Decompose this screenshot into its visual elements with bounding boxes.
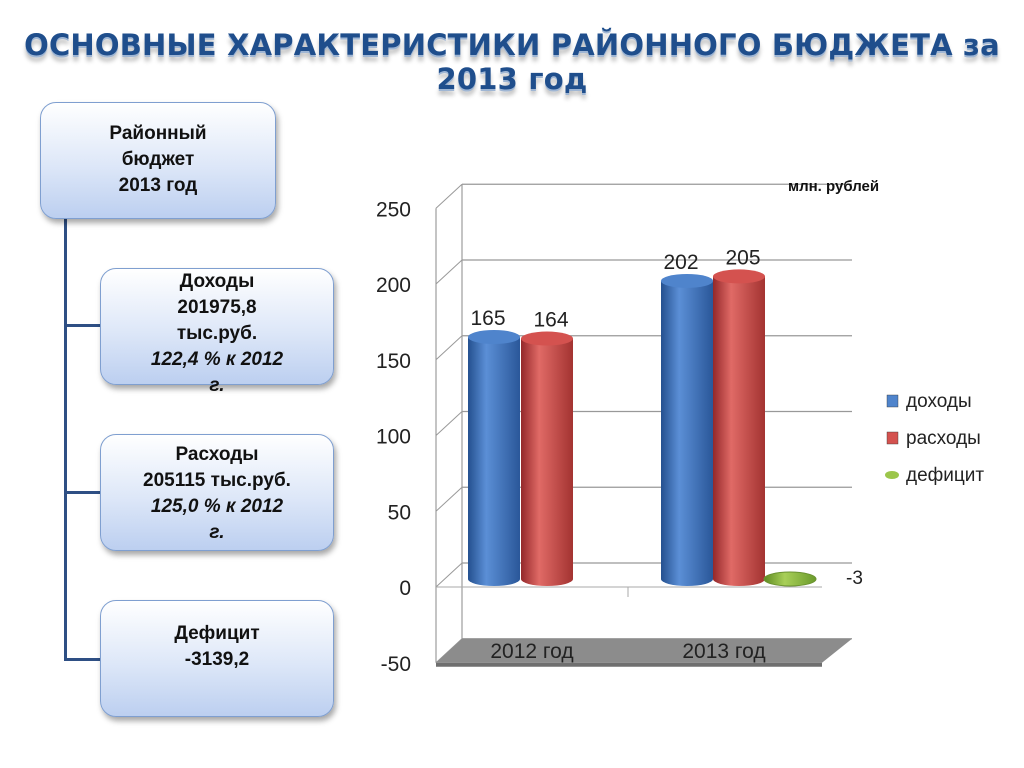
expense-box: Расходы 205115 тыс.руб. 125,0 % к 2012 г… xyxy=(100,434,334,551)
bar-доходы-2012 год xyxy=(468,337,520,586)
gridline-side xyxy=(435,562,463,588)
x-tick-label: 2012 год xyxy=(490,640,573,663)
budget-box-line1: Районный xyxy=(109,123,207,144)
expense-box-percent: 125,0 % к 2012 xyxy=(150,496,284,517)
budget-box-line3: 2013 год xyxy=(118,175,198,196)
income-box-unit: тыс.руб. xyxy=(176,323,258,344)
y-tick-label: 150 xyxy=(376,350,411,373)
data-label: -3 xyxy=(846,568,863,589)
gridline-side xyxy=(435,486,463,512)
income-box-title: Доходы xyxy=(179,271,255,292)
bar-top xyxy=(661,273,713,288)
gridline-side xyxy=(435,183,463,209)
floor-edge xyxy=(436,662,822,667)
y-tick-label: 0 xyxy=(399,577,411,600)
income-box-amount: 201975,8 xyxy=(177,297,257,318)
legend-label: доходы xyxy=(906,391,972,412)
data-label: 205 xyxy=(725,246,760,269)
budget-box-line2: бюджет xyxy=(121,149,195,170)
bar-расходы-2013 год xyxy=(713,276,765,586)
legend-label: расходы xyxy=(906,428,981,449)
legend-label: дефицит xyxy=(906,465,984,486)
y-tick-label: 250 xyxy=(376,198,411,221)
deficit-box-amount: -3139,2 xyxy=(184,649,250,670)
gridline-side xyxy=(435,259,463,285)
income-box-year: г. xyxy=(209,375,225,396)
expense-box-year: г. xyxy=(209,522,225,543)
gridline-side xyxy=(435,411,463,436)
data-label: 164 xyxy=(533,309,568,332)
tree-trunk-line xyxy=(64,218,67,661)
tree-branch-deficit xyxy=(64,658,102,661)
chart-grid xyxy=(435,183,852,664)
bar-top xyxy=(468,330,520,345)
x-tick-label: 2013 год xyxy=(682,640,765,663)
bar-доходы-2013 год xyxy=(661,280,713,586)
bar-top xyxy=(713,269,765,284)
chart-labels: -50 0 50 100 150 200 250 2012 год 2013 год 165 202… xyxy=(376,198,863,676)
budget-box: Районный бюджет 2013 год xyxy=(40,102,276,219)
legend-swatch-дефицит xyxy=(885,471,899,479)
legend-swatch-доходы xyxy=(886,394,899,408)
page-title: ОСНОВНЫЕ ХАРАКТЕРИСТИКИ РАЙОННОГО БЮДЖЕТ… xyxy=(24,28,1000,96)
floor-top xyxy=(436,638,852,663)
income-box-percent: 122,4 % к 2012 xyxy=(150,349,284,370)
tree-branch-expense xyxy=(64,491,102,494)
y-tick-label: 100 xyxy=(376,426,411,449)
deficit-box-title: Дефицит xyxy=(174,623,260,644)
income-box: Доходы 201975,8 тыс.руб. 122,4 % к 2012 … xyxy=(100,268,334,396)
y-tick-label: -50 xyxy=(381,653,411,676)
expense-box-title: Расходы xyxy=(175,444,259,465)
bar-дефицит-2013 год xyxy=(763,571,817,587)
data-label: 202 xyxy=(663,251,698,274)
chart-unit-label: млн. рублей xyxy=(788,178,879,195)
deficit-box: Дефицит -3139,2 xyxy=(100,600,334,717)
chart-legend: доходы расходы дефицит xyxy=(885,391,984,486)
chart-bars xyxy=(468,269,817,587)
expense-box-amount: 205115 тыс.руб. xyxy=(143,470,291,491)
legend-swatch-расходы xyxy=(886,431,899,445)
chart-floor xyxy=(436,638,852,667)
bar-top xyxy=(521,331,573,346)
bar-расходы-2012 год xyxy=(521,338,573,586)
data-label: 165 xyxy=(470,307,505,330)
y-tick-label: 50 xyxy=(388,501,411,524)
y-tick-label: 200 xyxy=(376,274,411,297)
tree-branch-income xyxy=(64,324,102,327)
gridline-side xyxy=(435,335,463,361)
